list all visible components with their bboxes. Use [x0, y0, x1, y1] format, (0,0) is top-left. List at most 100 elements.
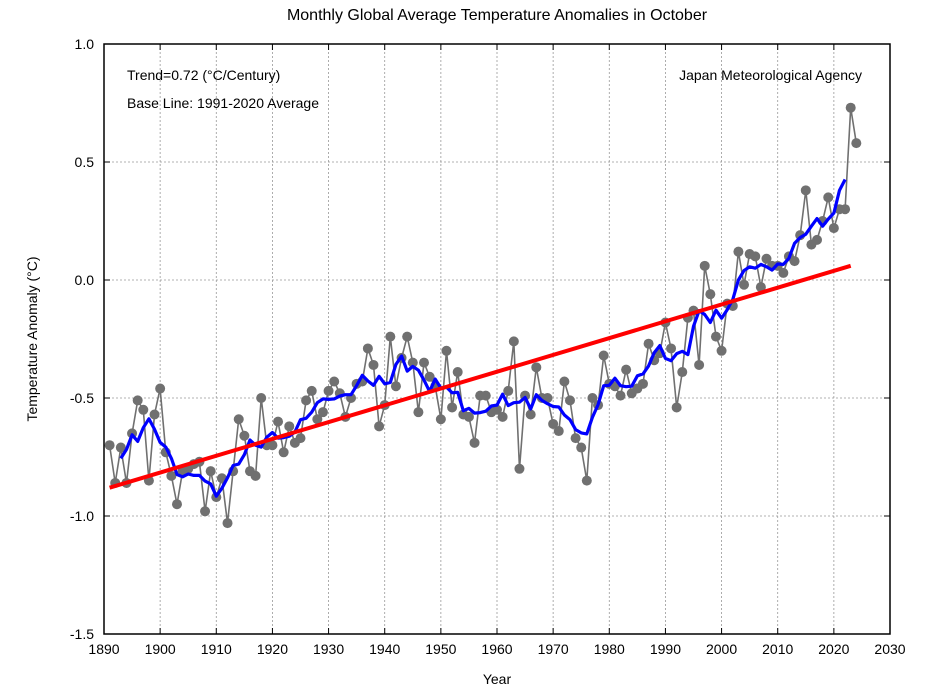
data-point — [329, 376, 340, 387]
baseline-annotation: Base Line: 1991-2020 Average — [127, 95, 319, 111]
data-point — [531, 362, 542, 373]
data-point — [677, 367, 688, 378]
x-axis-label: Year — [483, 671, 512, 687]
data-point — [750, 251, 761, 262]
data-point — [699, 260, 710, 271]
data-point — [447, 402, 458, 413]
data-point — [273, 416, 284, 427]
x-tick-label: 2030 — [874, 641, 905, 657]
data-point — [800, 185, 811, 196]
y-tick-label: 0.5 — [75, 154, 95, 170]
x-tick-label: 1980 — [594, 641, 625, 657]
data-point — [166, 470, 177, 481]
x-tick-label: 1920 — [257, 641, 288, 657]
data-point — [312, 414, 323, 425]
source-annotation: Japan Meteorological Agency — [679, 67, 862, 83]
data-point — [716, 345, 727, 356]
data-point — [441, 345, 452, 356]
data-point — [828, 223, 839, 234]
y-axis-label: Temperature Anomaly (°C) — [24, 256, 40, 421]
data-point — [301, 395, 312, 406]
data-point — [812, 234, 823, 245]
data-point — [666, 343, 677, 354]
data-point — [323, 385, 334, 396]
data-point — [155, 383, 166, 394]
data-point — [559, 376, 570, 387]
data-point — [503, 385, 514, 396]
data-point — [463, 411, 474, 422]
data-point — [733, 246, 744, 257]
data-point — [233, 414, 244, 425]
x-tick-label: 2000 — [706, 641, 737, 657]
data-point — [452, 367, 463, 378]
data-point — [200, 506, 211, 517]
data-point — [385, 331, 396, 342]
data-point — [306, 385, 317, 396]
data-point — [598, 350, 609, 361]
data-point — [469, 437, 480, 448]
series-annual — [104, 102, 862, 529]
data-point — [508, 336, 519, 347]
data-point — [851, 138, 862, 149]
x-tick-label: 1930 — [313, 641, 344, 657]
data-point — [778, 267, 789, 278]
y-tick-label: 0.0 — [75, 272, 95, 288]
y-tick-label: 1.0 — [75, 36, 95, 52]
data-point — [761, 253, 772, 264]
data-point — [581, 475, 592, 486]
data-point — [840, 204, 851, 215]
data-point — [570, 433, 581, 444]
x-tick-label: 1950 — [425, 641, 456, 657]
grid — [104, 44, 890, 634]
x-axis: 1890 1900 1910 1920 1930 1940 1950 1960 1970 1980… — [88, 44, 906, 657]
data-point — [621, 364, 632, 375]
trend-line — [109, 263, 852, 490]
data-point — [710, 331, 721, 342]
data-point — [553, 426, 564, 437]
x-tick-label: 1940 — [369, 641, 400, 657]
data-point — [576, 442, 587, 453]
trend-annotation: Trend=0.72 (°C/Century) — [127, 67, 280, 83]
data-point — [295, 433, 306, 444]
data-point — [694, 359, 705, 370]
data-point — [615, 390, 626, 401]
data-point — [492, 404, 502, 415]
data-point — [755, 282, 766, 293]
data-point — [239, 430, 250, 441]
data-point — [317, 407, 328, 418]
running-mean-line — [119, 178, 847, 498]
data-point — [402, 331, 413, 342]
data-point — [267, 440, 278, 451]
data-point — [480, 390, 491, 401]
data-point — [823, 192, 834, 203]
data-point — [643, 338, 654, 349]
y-tick-label: -1.0 — [70, 508, 94, 524]
x-tick-label: 1890 — [88, 641, 119, 657]
data-point — [368, 359, 379, 370]
data-point — [390, 381, 401, 392]
data-point — [104, 440, 115, 451]
data-point — [435, 414, 446, 425]
data-point — [845, 102, 856, 113]
data-point — [671, 402, 682, 413]
data-point — [637, 378, 648, 389]
data-point — [222, 518, 233, 529]
data-point — [362, 343, 373, 354]
x-tick-label: 1960 — [481, 641, 512, 657]
data-point — [250, 470, 261, 481]
x-tick-label: 1990 — [650, 641, 681, 657]
data-point — [548, 418, 559, 429]
series-trend — [109, 263, 852, 490]
data-point — [525, 409, 536, 420]
data-point — [497, 411, 508, 422]
y-tick-label: -0.5 — [70, 390, 94, 406]
x-tick-label: 1900 — [145, 641, 176, 657]
data-point — [514, 463, 525, 474]
x-tick-label: 1910 — [201, 641, 232, 657]
data-point — [424, 371, 435, 382]
data-point — [407, 357, 418, 368]
annual-line — [108, 107, 858, 524]
data-point — [705, 289, 716, 300]
data-point — [171, 499, 182, 510]
